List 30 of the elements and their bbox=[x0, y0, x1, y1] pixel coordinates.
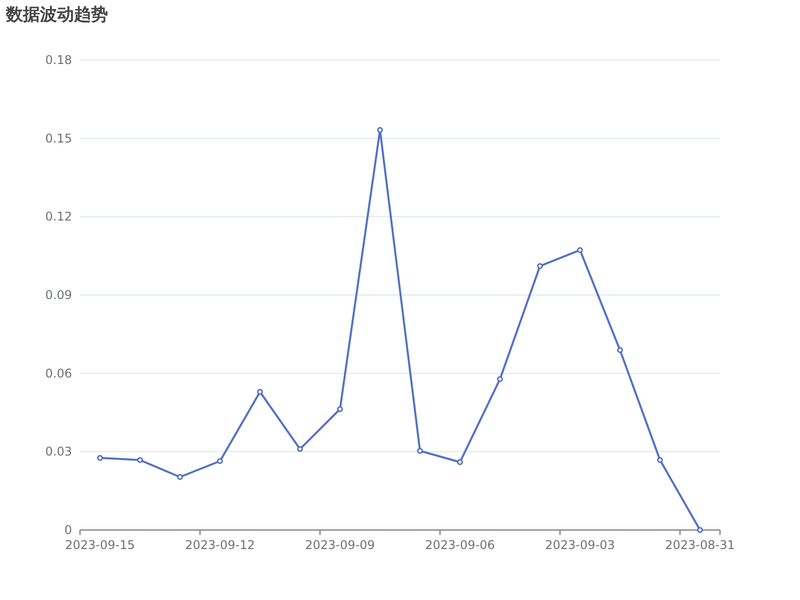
point bbox=[97, 454, 103, 461]
point bbox=[257, 388, 263, 395]
point bbox=[137, 457, 143, 463]
x-tick-label: 2023-09-03 bbox=[545, 538, 615, 552]
y-tick-label: 0.03 bbox=[45, 444, 72, 459]
y-tick-label: 0 bbox=[64, 523, 72, 537]
point bbox=[497, 376, 503, 382]
x-tick-label: 2023-09-15 bbox=[65, 538, 135, 552]
point bbox=[657, 457, 663, 463]
point bbox=[537, 263, 543, 269]
chart-title: 数据波动趋势 bbox=[5, 5, 108, 25]
y-tick-label: 0.15 bbox=[45, 131, 72, 146]
y-tick-label: 0.12 bbox=[45, 210, 72, 224]
x-tick-label: 2023-09-06 bbox=[425, 538, 495, 552]
x-tick-label: 2023-08-31 bbox=[665, 538, 735, 552]
y-tick-label: 0.18 bbox=[45, 53, 72, 67]
point bbox=[457, 459, 463, 466]
point bbox=[377, 127, 383, 133]
y-tick-label: 0.06 bbox=[45, 366, 72, 380]
point bbox=[697, 527, 703, 533]
y-tick-label: 0.09 bbox=[45, 288, 72, 302]
x-tick-label: 2023-09-09 bbox=[305, 538, 375, 552]
point bbox=[217, 458, 223, 464]
point bbox=[417, 448, 423, 454]
point bbox=[337, 406, 343, 412]
point bbox=[177, 474, 183, 480]
x-tick-label: 2023-09-12 bbox=[185, 538, 255, 552]
point bbox=[577, 247, 583, 254]
point bbox=[297, 446, 303, 452]
point bbox=[617, 347, 623, 354]
